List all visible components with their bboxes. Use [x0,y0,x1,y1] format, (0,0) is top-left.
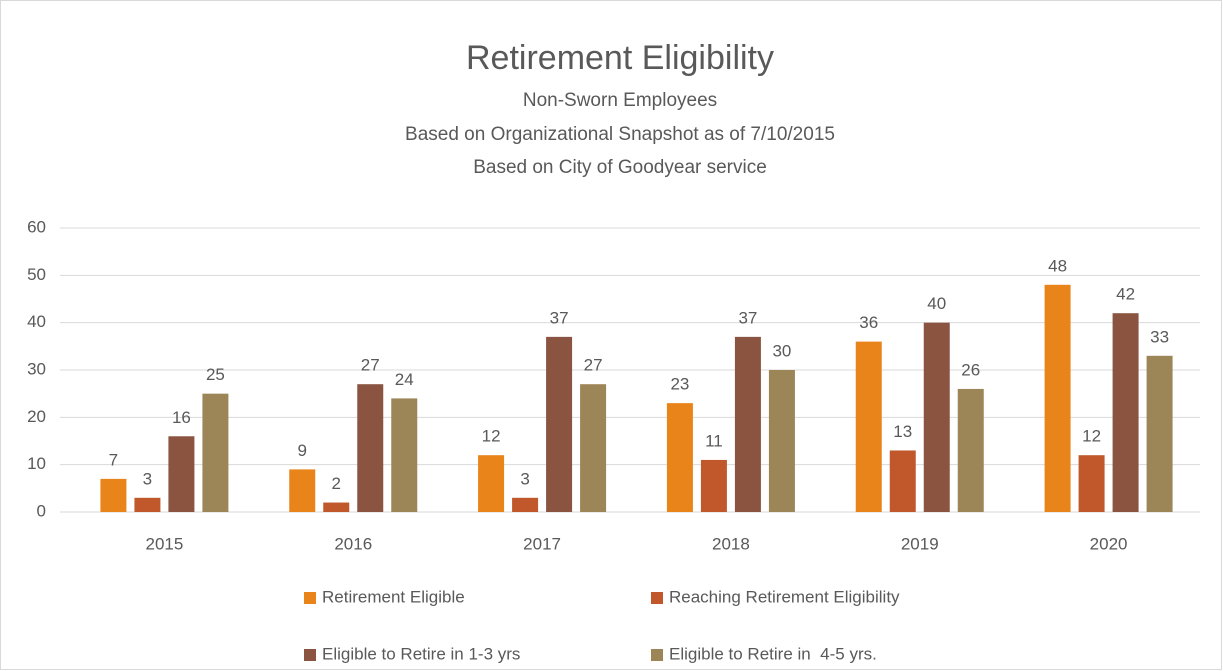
legend-label: Eligible to Retire in 1-3 yrs [322,644,520,663]
bar [768,370,795,512]
bar [1146,355,1173,512]
legend-swatch [304,649,316,661]
data-label: 25 [206,365,225,384]
data-label: 3 [520,469,529,488]
data-label: 30 [772,341,791,360]
y-tick-label: 60 [27,217,46,236]
chart-title: Retirement Eligibility [466,39,774,77]
bar [391,398,418,512]
data-label: 33 [1150,327,1169,346]
data-label: 37 [550,308,569,327]
data-label: 12 [1082,427,1101,446]
bar [957,388,984,512]
data-label: 16 [172,408,191,427]
y-tick-label: 0 [37,501,46,520]
chart-subtitle: Based on City of Goodyear service [473,157,767,178]
data-label: 42 [1116,285,1135,304]
bar [289,469,316,512]
bar [855,341,882,512]
x-tick-label: 2017 [523,534,561,553]
bar [923,322,950,512]
data-label: 11 [705,431,723,450]
bar [134,497,161,512]
chart-subtitle: Based on Organizational Snapshot as of 7… [405,124,835,145]
data-label: 9 [298,441,307,460]
legend-label: Retirement Eligible [322,587,465,606]
legend-swatch [651,649,663,661]
legend-label: Reaching Retirement Eligibility [669,587,900,606]
bar [734,336,761,512]
legend-swatch [304,592,316,604]
x-tick-label: 2018 [712,534,750,553]
bar [168,436,195,512]
data-label: 3 [143,469,152,488]
data-label: 27 [584,356,603,375]
y-tick-label: 30 [27,359,46,378]
x-tick-label: 2020 [1090,534,1128,553]
data-label: 13 [893,422,912,441]
bar [323,502,350,512]
bar [100,478,127,512]
data-label: 48 [1048,256,1067,275]
bar [580,384,607,512]
bar [1078,455,1105,512]
y-tick-label: 10 [27,454,46,473]
bar [512,497,539,512]
x-tick-label: 2016 [334,534,372,553]
y-tick-label: 20 [27,407,46,426]
bar [1112,313,1139,512]
data-label: 36 [859,313,878,332]
data-label: 37 [738,308,757,327]
bar [202,393,229,512]
data-label: 40 [927,294,946,313]
bar [546,336,573,512]
chart-subtitle: Non-Sworn Employees [523,90,717,111]
bar [1044,284,1071,512]
y-tick-label: 40 [27,312,46,331]
data-label: 7 [109,450,118,469]
legend-swatch [651,592,663,604]
y-tick-label: 50 [27,265,46,284]
bar [478,455,505,512]
data-label: 2 [332,474,341,493]
legend-label: Eligible to Retire in 4-5 yrs. [669,644,877,663]
data-label: 23 [670,375,689,394]
x-tick-label: 2019 [901,534,939,553]
bar [666,403,693,512]
data-label: 27 [361,356,380,375]
bar [357,384,384,512]
data-label: 12 [482,427,501,446]
data-label: 26 [961,360,980,379]
bar [700,459,727,512]
data-label: 24 [395,370,414,389]
bar [889,450,916,512]
x-tick-label: 2015 [146,534,184,553]
